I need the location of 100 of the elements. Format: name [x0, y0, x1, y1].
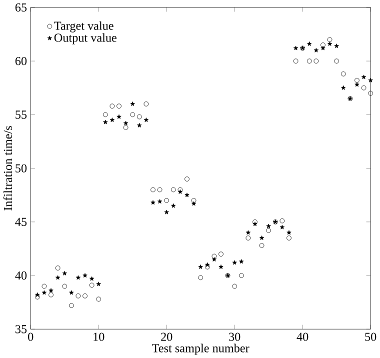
legend-label: Target value [54, 21, 114, 32]
y-tick-label: 60 [15, 56, 27, 66]
point [293, 46, 298, 50]
point [48, 288, 54, 292]
point [246, 235, 251, 240]
point [198, 264, 203, 269]
x-axis-title: Test sample number [152, 344, 250, 355]
point [171, 203, 176, 208]
x-tick-label: 20 [161, 332, 172, 341]
point [340, 71, 346, 76]
point [266, 228, 272, 233]
point [82, 273, 88, 278]
point [204, 264, 210, 270]
point [238, 273, 244, 278]
point [150, 200, 156, 205]
point [218, 252, 224, 256]
point [354, 78, 360, 83]
point [150, 187, 156, 192]
point [42, 290, 47, 295]
point [164, 210, 169, 214]
point [103, 120, 108, 124]
point [123, 125, 128, 130]
point [327, 41, 332, 46]
x-tick-label: 40 [296, 332, 308, 341]
point [191, 201, 196, 206]
point [246, 230, 251, 235]
point [266, 224, 271, 228]
point [48, 292, 54, 298]
point [89, 276, 94, 281]
point [130, 112, 136, 118]
point [157, 187, 162, 192]
point [361, 85, 366, 90]
x-tick-label: 0 [28, 332, 34, 341]
y-axis-title: Infiltration time/s [3, 126, 12, 210]
point [314, 48, 318, 52]
point [96, 296, 102, 302]
point [68, 303, 74, 308]
point [306, 58, 312, 64]
point [361, 74, 366, 80]
point [82, 293, 88, 298]
point [55, 275, 60, 280]
x-tick-label: 50 [365, 332, 376, 341]
point [252, 219, 258, 224]
y-tick-label: 40 [15, 271, 27, 280]
point [42, 284, 47, 289]
point [314, 58, 319, 64]
point [69, 290, 74, 295]
point [354, 82, 360, 87]
point [239, 259, 244, 264]
point [368, 78, 373, 82]
point [259, 235, 264, 240]
point [89, 282, 94, 288]
point [191, 198, 196, 203]
point [102, 112, 108, 118]
point [96, 282, 101, 286]
point [198, 275, 204, 280]
point [212, 256, 217, 262]
point [110, 104, 115, 108]
point [116, 104, 122, 108]
point [123, 120, 128, 126]
point [334, 44, 339, 48]
point [144, 101, 149, 106]
point [116, 114, 122, 119]
point [62, 270, 67, 276]
point [252, 222, 258, 226]
y-tick-label: 50 [16, 164, 27, 172]
point [293, 58, 298, 64]
x-tick-label: 30 [229, 332, 240, 341]
point [184, 176, 190, 182]
point [286, 235, 292, 240]
point [137, 122, 142, 128]
point [170, 187, 176, 192]
y-tick-label: 55 [16, 110, 27, 119]
point [232, 284, 238, 289]
y-tick-label: 45 [15, 218, 27, 226]
point [157, 199, 162, 204]
point [320, 42, 326, 48]
point [307, 41, 312, 46]
point [76, 293, 81, 298]
point [280, 218, 285, 224]
point [327, 37, 332, 42]
point [280, 224, 285, 230]
point [164, 198, 170, 203]
legend-label: Output value [54, 33, 116, 44]
x-tick-label: 10 [94, 332, 104, 341]
point [130, 101, 135, 106]
point [286, 230, 292, 235]
point [368, 90, 374, 96]
point [205, 262, 210, 267]
point [62, 284, 68, 289]
point [334, 58, 340, 64]
point [232, 260, 237, 265]
point [341, 85, 346, 90]
point [259, 242, 264, 248]
y-tick-label: 65 [15, 3, 27, 12]
point [55, 266, 60, 270]
point [35, 292, 40, 297]
point [110, 118, 115, 122]
point [144, 118, 149, 122]
point [212, 254, 217, 259]
